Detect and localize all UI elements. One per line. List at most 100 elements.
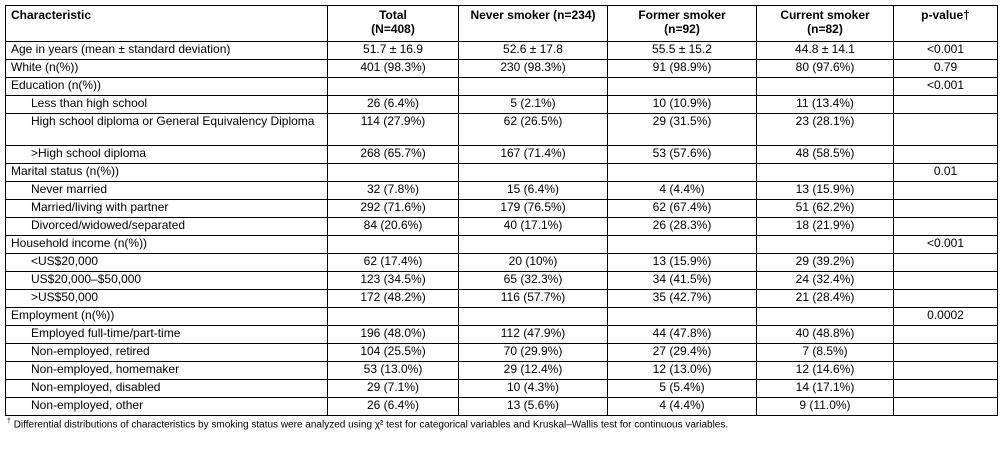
cell-current-smoker: 51 (62.2%): [756, 199, 894, 218]
cell-p-value: [893, 95, 998, 114]
cell-total: [327, 307, 459, 326]
table-row: Household income (n(%)) <0.001: [5, 235, 998, 254]
footnote: † Differential distributions of characte…: [5, 418, 997, 430]
cell-current-smoker: 18 (21.9%): [756, 217, 894, 236]
cell-former-smoker: 26 (28.3%): [607, 217, 757, 236]
row-label: Never married: [5, 181, 328, 200]
cell-former-smoker: 55.5 ± 15.2: [607, 41, 757, 60]
cell-former-smoker: 35 (42.7%): [607, 289, 757, 308]
header-characteristic: Characteristic: [5, 5, 328, 42]
cell-never-smoker: 230 (98.3%): [458, 59, 608, 78]
row-label: >High school diploma: [5, 145, 328, 164]
cell-current-smoker: 44.8 ± 14.1: [756, 41, 894, 60]
header-current-smoker: Current smoker (n=82): [756, 5, 894, 42]
cell-current-smoker: 7 (8.5%): [756, 343, 894, 362]
table-row: Never married 32 (7.8%) 15 (6.4%) 4 (4.4%) 1…: [5, 181, 998, 200]
cell-never-smoker: 20 (10%): [458, 253, 608, 272]
table-row: White (n(%)) 401 (98.3%) 230 (98.3%) 91 (98…: [5, 59, 998, 78]
row-label: Non-employed, homemaker: [5, 361, 328, 380]
row-label: US$20,000–$50,000: [5, 271, 328, 290]
cell-current-smoker: [756, 163, 894, 182]
cell-never-smoker: 29 (12.4%): [458, 361, 608, 380]
header-never-smoker: Never smoker (n=234): [458, 5, 608, 42]
cell-p-value: [893, 113, 998, 146]
cell-never-smoker: 167 (71.4%): [458, 145, 608, 164]
cell-total: 114 (27.9%): [327, 113, 459, 146]
row-label: White (n(%)): [5, 59, 328, 78]
row-label: <US$20,000: [5, 253, 328, 272]
cell-p-value: [893, 379, 998, 398]
cell-current-smoker: 29 (39.2%): [756, 253, 894, 272]
row-label: Married/living with partner: [5, 199, 328, 218]
cell-p-value: [893, 181, 998, 200]
cell-total: 51.7 ± 16.9: [327, 41, 459, 60]
header-total: Total (N=408): [327, 5, 459, 42]
cell-never-smoker: 116 (57.7%): [458, 289, 608, 308]
row-label: Employed full-time/part-time: [5, 325, 328, 344]
cell-former-smoker: 62 (67.4%): [607, 199, 757, 218]
table-container: Characteristic Total (N=408) Never smoker…: [5, 5, 998, 430]
cell-p-value: 0.0002: [893, 307, 998, 326]
table-row: Education (n(%)) <0.001: [5, 77, 998, 96]
cell-never-smoker: [458, 307, 608, 326]
cell-current-smoker: 14 (17.1%): [756, 379, 894, 398]
header-row: Characteristic Total (N=408) Never smoker…: [5, 5, 998, 42]
row-label: Less than high school: [5, 95, 328, 114]
table-row: Married/living with partner 292 (71.6%) 17…: [5, 199, 998, 218]
cell-total: 53 (13.0%): [327, 361, 459, 380]
cell-former-smoker: 27 (29.4%): [607, 343, 757, 362]
table-row: Divorced/widowed/separated 84 (20.6%) 40 (…: [5, 217, 998, 236]
cell-current-smoker: 13 (15.9%): [756, 181, 894, 200]
cell-current-smoker: 24 (32.4%): [756, 271, 894, 290]
cell-p-value: [893, 361, 998, 380]
cell-total: 84 (20.6%): [327, 217, 459, 236]
cell-never-smoker: 13 (5.6%): [458, 397, 608, 416]
cell-former-smoker: 29 (31.5%): [607, 113, 757, 146]
cell-current-smoker: 23 (28.1%): [756, 113, 894, 146]
cell-former-smoker: [607, 307, 757, 326]
cell-total: 292 (71.6%): [327, 199, 459, 218]
table-row: Age in years (mean ± standard deviation)…: [5, 41, 998, 60]
cell-p-value: <0.001: [893, 41, 998, 60]
cell-total: 172 (48.2%): [327, 289, 459, 308]
cell-total: [327, 235, 459, 254]
cell-never-smoker: 70 (29.9%): [458, 343, 608, 362]
cell-p-value: <0.001: [893, 77, 998, 96]
row-label: Non-employed, other: [5, 397, 328, 416]
header-p-value: p-value†: [893, 5, 998, 42]
table-body: Age in years (mean ± standard deviation)…: [5, 41, 998, 416]
cell-p-value: [893, 289, 998, 308]
row-label: Age in years (mean ± standard deviation): [5, 41, 328, 60]
row-label: Non-employed, disabled: [5, 379, 328, 398]
cell-never-smoker: 5 (2.1%): [458, 95, 608, 114]
cell-p-value: [893, 343, 998, 362]
table-row: Non-employed, disabled 29 (7.1%) 10 (4.3%)…: [5, 379, 998, 398]
cell-former-smoker: 10 (10.9%): [607, 95, 757, 114]
cell-never-smoker: 179 (76.5%): [458, 199, 608, 218]
cell-current-smoker: 40 (48.8%): [756, 325, 894, 344]
cell-never-smoker: [458, 163, 608, 182]
cell-never-smoker: 40 (17.1%): [458, 217, 608, 236]
characteristics-table: Characteristic Total (N=408) Never smoker…: [5, 5, 998, 416]
cell-former-smoker: 34 (41.5%): [607, 271, 757, 290]
row-label: >US$50,000: [5, 289, 328, 308]
row-label: High school diploma or General Equivalen…: [5, 113, 328, 146]
header-former-smoker: Former smoker (n=92): [607, 5, 757, 42]
cell-former-smoker: 53 (57.6%): [607, 145, 757, 164]
cell-total: 401 (98.3%): [327, 59, 459, 78]
cell-never-smoker: [458, 77, 608, 96]
cell-total: 29 (7.1%): [327, 379, 459, 398]
footnote-text: Differential distributions of characteri…: [13, 419, 729, 431]
cell-p-value: [893, 217, 998, 236]
cell-total: [327, 163, 459, 182]
cell-total: 26 (6.4%): [327, 95, 459, 114]
table-row: >US$50,000 172 (48.2%) 116 (57.7%) 35 (42.7…: [5, 289, 998, 308]
cell-total: 268 (65.7%): [327, 145, 459, 164]
table-row: Employed full-time/part-time 196 (48.0%) 1…: [5, 325, 998, 344]
table-row: High school diploma or General Equivalen…: [5, 113, 998, 146]
cell-p-value: [893, 145, 998, 164]
cell-total: 104 (25.5%): [327, 343, 459, 362]
cell-former-smoker: 13 (15.9%): [607, 253, 757, 272]
cell-never-smoker: [458, 235, 608, 254]
cell-never-smoker: 10 (4.3%): [458, 379, 608, 398]
